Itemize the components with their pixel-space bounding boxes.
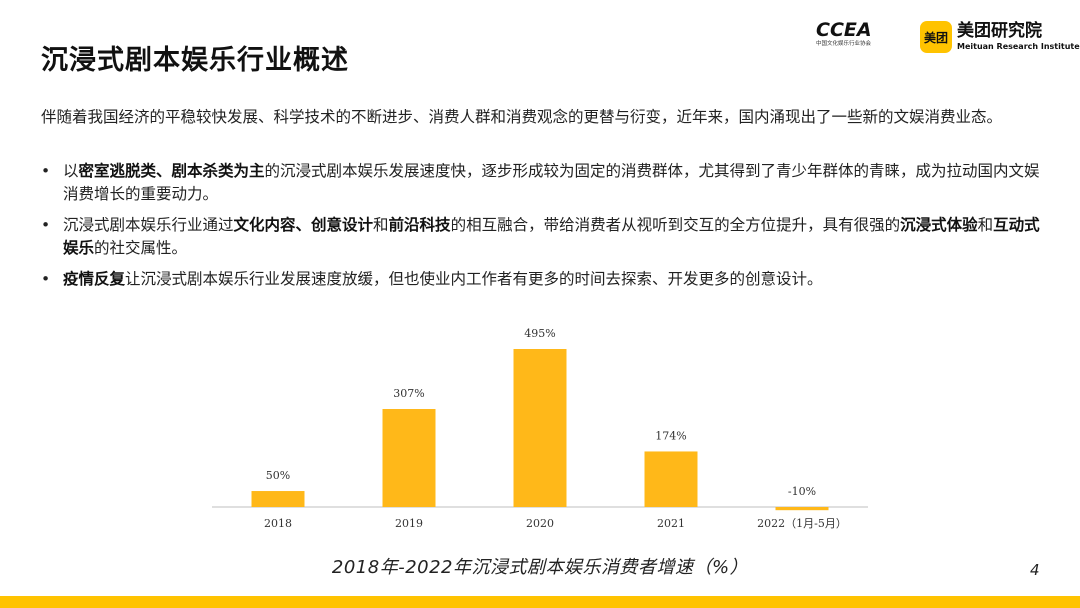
page-number: 4 [1030,561,1040,579]
bullet-item: 以密室逃脱类、剧本杀类为主的沉浸式剧本娱乐发展速度快，逐步形成较为固定的消费群体… [41,160,1051,206]
meituan-research-logo: 美团 美团研究院 Meituan Research Institute [920,21,1080,53]
bullet-emphasis: 密室逃脱类、剧本杀类为主 [78,162,265,180]
data-label: 174% [655,429,686,442]
bullet-item: 沉浸式剧本娱乐行业通过文化内容、创意设计和前沿科技的相互融合，带给消费者从视听到… [41,214,1051,260]
bar-2022（1月-5月） [775,507,829,511]
bullet-list: 以密室逃脱类、剧本杀类为主的沉浸式剧本娱乐发展速度快，逐步形成较为固定的消费群体… [41,160,1051,299]
x-tick-label: 2022（1月-5月） [757,517,847,530]
bullet-text: 和 [373,216,389,234]
bullet-text: 的相互融合，带给消费者从视听到交互的全方位提升，具有很强的 [450,216,901,234]
x-tick-label: 2019 [395,517,423,530]
bar-2020 [513,349,567,507]
bar-2019 [382,409,436,507]
bullet-emphasis: 前沿科技 [388,216,451,234]
data-label: -10% [788,485,816,498]
slide-title: 沉浸式剧本娱乐行业概述 [41,45,349,76]
bullet-text: 沉浸式剧本娱乐行业通过 [63,216,234,234]
bar-2018 [251,491,305,507]
bullet-emphasis: 沉浸式体验 [900,216,978,234]
x-tick-label: 2020 [526,517,554,530]
x-tick-label: 2018 [264,517,292,530]
bar-2021 [644,451,698,507]
bullet-emphasis: 疫情反复 [63,270,126,288]
data-label: 50% [266,469,290,482]
meituan-logo-box: 美团 [920,21,952,53]
ccea-logo-word: CCEA [816,19,872,41]
bullet-text: 的社交属性。 [94,239,188,257]
x-tick-label: 2021 [657,517,685,530]
ccea-logo: CCEA 中国文化娱乐行业协会 [816,20,906,54]
ccea-logo-subtitle: 中国文化娱乐行业协会 [816,41,872,47]
bullet-text: 以 [63,162,79,180]
bullet-emphasis: 互动式娱乐 [63,216,1040,257]
footer-bar [0,596,1080,608]
chart-title: 2018年-2022年沉浸式剧本娱乐消费者增速（%） [331,557,749,578]
bullet-text: 和 [977,216,994,234]
bullet-emphasis: 文化内容、创意设计 [233,216,374,234]
bullet-item: 疫情反复让沉浸式剧本娱乐行业发展速度放缓，但也使业内工作者有更多的时间去探索、开… [41,268,1051,291]
meituan-logo-name: 美团研究院 [957,21,1042,41]
bullet-text: 让沉浸式剧本娱乐行业发展速度放缓，但也使业内工作者有更多的时间去探索、开发更多的… [125,270,823,288]
data-label: 307% [393,387,424,400]
data-label: 495% [524,327,555,340]
intro-paragraph: 伴随着我国经济的平稳较快发展、科学技术的不断进步、消费人群和消费观念的更替与衍变… [41,108,1003,126]
meituan-logo-english: Meituan Research Institute [957,42,1080,51]
bullet-text: 的沉浸式剧本娱乐发展速度快，逐步形成较为固定的消费群体，尤其得到了青少年群体的青… [63,162,1040,203]
